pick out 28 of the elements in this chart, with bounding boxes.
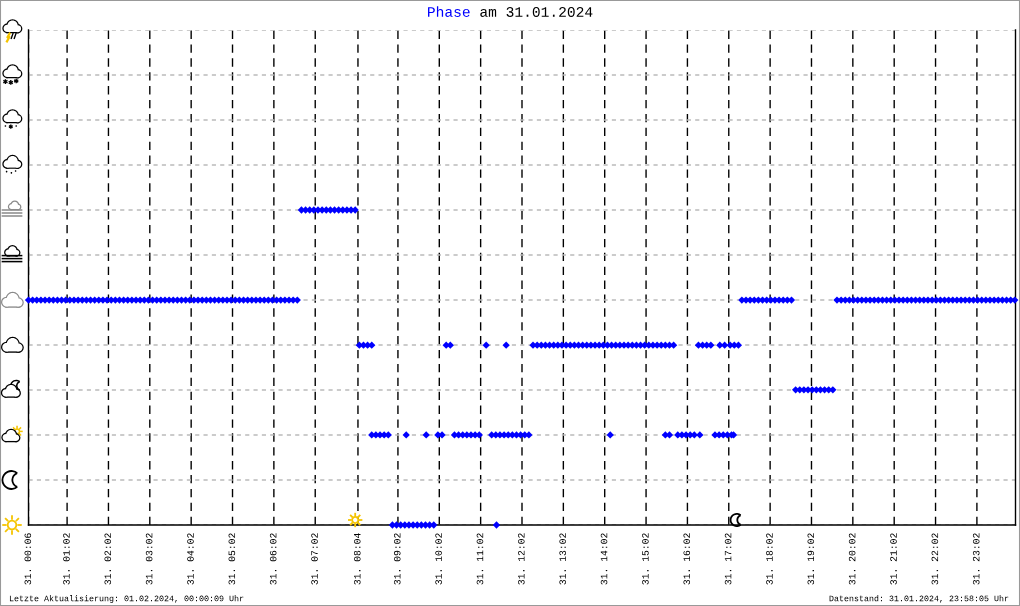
- x-tick-label: 31. 16:02: [683, 533, 691, 585]
- x-tick-label: 31. 09:02: [393, 533, 401, 585]
- x-tick-label: 31. 06:02: [269, 533, 277, 585]
- x-tick-label: 31. 07:02: [311, 533, 318, 585]
- x-tick-label: 31. 08:04: [353, 533, 361, 585]
- x-tick-label: 31. 20:02: [848, 533, 856, 585]
- text: Letzte Aktualisierung: 01.02.2024, 00:00:09 Uhr: [9, 595, 244, 603]
- x-tick-label: 31. 21:02: [890, 533, 897, 585]
- x-tick-label: 31. 10:02: [435, 533, 442, 585]
- x-tick-label: 31. 12:02: [518, 533, 525, 585]
- x-tick-label: 31. 11:02: [476, 533, 484, 585]
- x-tick-label: 31. 22:02: [931, 533, 939, 585]
- x-tick-label: 31. 14:02: [600, 533, 608, 585]
- x-tick-label: 31. 01:02: [63, 533, 70, 585]
- x-tick-label: 31. 00:06: [24, 533, 32, 585]
- x-tick-label: 31. 15:02: [642, 533, 649, 585]
- x-tick-label: 31. 04:02: [187, 533, 194, 585]
- x-tick-label: 31. 17:02: [724, 533, 732, 585]
- text: Phase: [428, 6, 470, 17]
- x-tick-label: 31. 23:02: [972, 533, 980, 585]
- chart-title: am 31.01.2024: [480, 7, 593, 17]
- x-tick-label: 31. 19:02: [807, 533, 815, 585]
- x-tick-label: 31. 02:02: [104, 533, 112, 585]
- x-tick-label: 31. 05:02: [228, 533, 236, 585]
- x-tick-label: 31. 18:02: [766, 533, 773, 585]
- text: Datenstand: 31.01.2024, 23:58:05 Uhr: [829, 595, 1009, 603]
- x-tick-label: 31. 03:02: [145, 533, 153, 585]
- x-tick-label: 31. 13:02: [559, 533, 566, 585]
